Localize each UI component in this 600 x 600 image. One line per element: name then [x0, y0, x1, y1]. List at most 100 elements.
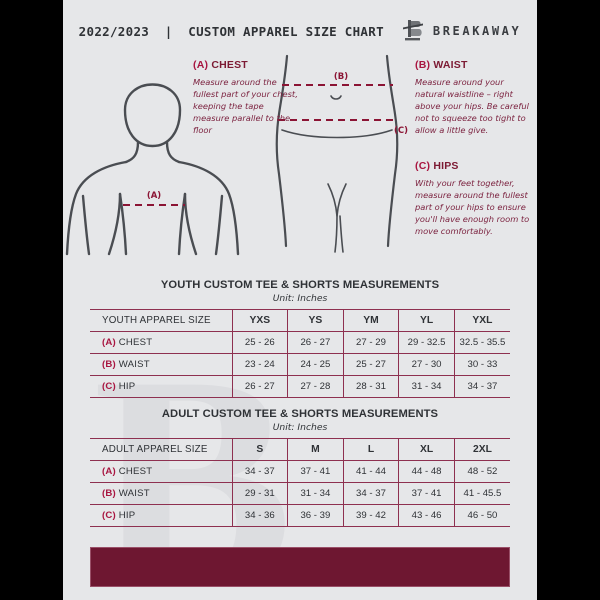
youth-table-body: YOUTH APPAREL SIZE YXS YS YM YL YXL (A) CHEST 2…	[90, 309, 510, 398]
header-title-line: 2022/2023 | CUSTOM APPAREL SIZE CHART	[79, 24, 384, 39]
cell-chest-s: 34 - 37	[231, 460, 288, 483]
table-row: (A) CHEST 25 - 26 26 - 27 27 - 29 29 - 32.5 3…	[90, 331, 510, 354]
cell-hip-ys: 27 - 28	[287, 375, 344, 398]
row-label-chest: (A) CHEST	[90, 331, 232, 354]
note-waist: (B) WAIST Measure around your natural wa…	[415, 59, 533, 136]
size-header-2xl: 2XL	[453, 438, 510, 461]
note-hips-title: HIPS	[433, 160, 459, 172]
cell-waist-yxs: 23 - 24	[231, 353, 288, 376]
note-waist-tag: (B)	[415, 59, 431, 71]
youth-size-table: YOUTH APPAREL SIZE YXS YS YM YL YXL (A) CHEST 2…	[90, 309, 510, 398]
waist-marker-label: (B)	[334, 72, 348, 82]
cell-chest-l: 41 - 44	[342, 460, 399, 483]
cell-chest-yxl: 32.5 - 35.5	[453, 331, 510, 354]
table-row: (B) WAIST 23 - 24 24 - 25 25 - 27 27 - 30 30 …	[90, 353, 510, 376]
cell-chest-2xl: 48 - 52	[453, 460, 510, 483]
cell-chest-yxs: 25 - 26	[231, 331, 288, 354]
cell-chest-ys: 26 - 27	[287, 331, 344, 354]
cell-waist-yl: 27 - 30	[398, 353, 455, 376]
note-hips-heading: (C) HIPS	[415, 160, 533, 172]
chest-marker-label: (A)	[147, 191, 161, 201]
cell-hip-yl: 31 - 34	[398, 375, 455, 398]
size-header-l: L	[342, 438, 399, 461]
cell-hip-xl: 43 - 46	[398, 504, 455, 527]
adult-table-title: ADULT CUSTOM TEE & SHORTS MEASUREMENTS	[161, 408, 439, 420]
youth-table-unit: Unit: Inches	[272, 293, 328, 304]
brand-logo: BREAKAWAY	[402, 18, 521, 44]
page-title: CUSTOM APPAREL SIZE CHART	[188, 23, 384, 39]
row-tag: (C)	[102, 381, 116, 392]
note-hips-text: With your feet together, measure around …	[415, 178, 530, 237]
page-header: 2022/2023 | CUSTOM APPAREL SIZE CHART BR…	[63, 0, 537, 54]
adult-size-table: ADULT APPAREL SIZE S M L XL 2XL (A) CHEST 34 - …	[90, 438, 510, 527]
youth-table-title: YOUTH CUSTOM TEE & SHORTS MEASUREMENTS	[160, 279, 440, 291]
lower-body-figure-icon	[275, 54, 399, 253]
hips-marker-label: (C)	[394, 126, 408, 136]
footer-bar	[90, 547, 510, 587]
cell-chest-ym: 27 - 29	[342, 331, 399, 354]
cell-waist-xl: 37 - 41	[398, 482, 455, 505]
size-chart-page: B 2022/2023 | CUSTOM APPAREL SIZE CHART …	[63, 0, 537, 600]
cell-hip-ym: 28 - 31	[342, 375, 399, 398]
cell-hip-2xl: 46 - 50	[453, 504, 510, 527]
cell-waist-l: 34 - 37	[342, 482, 399, 505]
cell-hip-s: 34 - 36	[231, 504, 288, 527]
row-tag: (A)	[102, 337, 116, 348]
row-label-hip: (C) HIP	[90, 375, 232, 398]
cell-waist-ys: 24 - 25	[287, 353, 344, 376]
size-header-ym: YM	[342, 309, 399, 332]
brand-name: BREAKAWAY	[432, 24, 522, 38]
cell-waist-yxl: 30 - 33	[453, 353, 510, 376]
table-row: (C) HIP 26 - 27 27 - 28 28 - 31 31 - 34 34 - …	[90, 375, 510, 398]
row-label-chest: (A) CHEST	[90, 460, 232, 483]
size-header-yl: YL	[398, 309, 455, 332]
size-column-header: ADULT APPAREL SIZE	[90, 438, 232, 461]
size-header-ys: YS	[287, 309, 344, 332]
size-header-m: M	[287, 438, 344, 461]
youth-measurements-block: YOUTH CUSTOM TEE & SHORTS MEASUREMENTS U…	[63, 279, 537, 398]
adult-table-unit: Unit: Inches	[272, 422, 328, 433]
cell-chest-yl: 29 - 32.5	[398, 331, 455, 354]
size-header-xl: XL	[398, 438, 455, 461]
row-tag: (C)	[102, 510, 116, 521]
size-header-s: S	[231, 438, 288, 461]
table-row: (A) CHEST 34 - 37 37 - 41 41 - 44 44 - 48 48 …	[90, 460, 510, 483]
cell-chest-xl: 44 - 48	[398, 460, 455, 483]
note-waist-heading: (B) WAIST	[415, 59, 533, 71]
adult-measurements-block: ADULT CUSTOM TEE & SHORTS MEASUREMENTS U…	[63, 408, 537, 527]
row-label-hip: (C) HIP	[90, 504, 232, 527]
note-waist-text: Measure around your natural waistline – …	[415, 77, 529, 136]
breakaway-b-logo-icon	[402, 20, 423, 41]
body-figures-illustration: (A) (B) (C)	[65, 54, 408, 256]
table-header-row: YOUTH APPAREL SIZE YXS YS YM YL YXL	[90, 309, 510, 332]
size-header-yxs: YXS	[231, 309, 288, 332]
note-hips-tag: (C)	[415, 160, 431, 172]
table-row: (B) WAIST 29 - 31 31 - 34 34 - 37 37 - 41 41 …	[90, 482, 510, 505]
row-tag: (B)	[102, 359, 116, 370]
adult-table-body: ADULT APPAREL SIZE S M L XL 2XL (A) CHEST 34 - …	[90, 438, 510, 527]
note-hips: (C) HIPS With your feet together, measur…	[415, 160, 533, 237]
header-separator: |	[164, 23, 173, 39]
header-season: 2022/2023	[78, 23, 150, 39]
cell-hip-yxl: 34 - 37	[453, 375, 510, 398]
cell-waist-s: 29 - 31	[231, 482, 288, 505]
size-column-header: YOUTH APPAREL SIZE	[90, 309, 232, 332]
note-waist-title: WAIST	[433, 59, 468, 71]
cell-hip-yxs: 26 - 27	[231, 375, 288, 398]
row-tag: (B)	[102, 488, 116, 499]
cell-waist-m: 31 - 34	[287, 482, 344, 505]
cell-hip-l: 39 - 42	[342, 504, 399, 527]
cell-waist-2xl: 41 - 45.5	[453, 482, 510, 505]
table-header-row: ADULT APPAREL SIZE S M L XL 2XL	[90, 438, 510, 461]
note-chest-heading: (A) CHEST	[193, 59, 301, 71]
size-header-yxl: YXL	[453, 309, 510, 332]
table-row: (C) HIP 34 - 36 36 - 39 39 - 42 43 - 46 46 - …	[90, 504, 510, 527]
cell-waist-ym: 25 - 27	[342, 353, 399, 376]
row-tag: (A)	[102, 466, 116, 477]
row-label-waist: (B) WAIST	[90, 353, 232, 376]
note-chest-tag: (A)	[193, 59, 209, 71]
row-label-waist: (B) WAIST	[90, 482, 232, 505]
upper-body-figure-icon	[65, 83, 240, 256]
note-chest-text: Measure around the fullest part of your …	[193, 77, 298, 136]
cell-hip-m: 36 - 39	[287, 504, 344, 527]
